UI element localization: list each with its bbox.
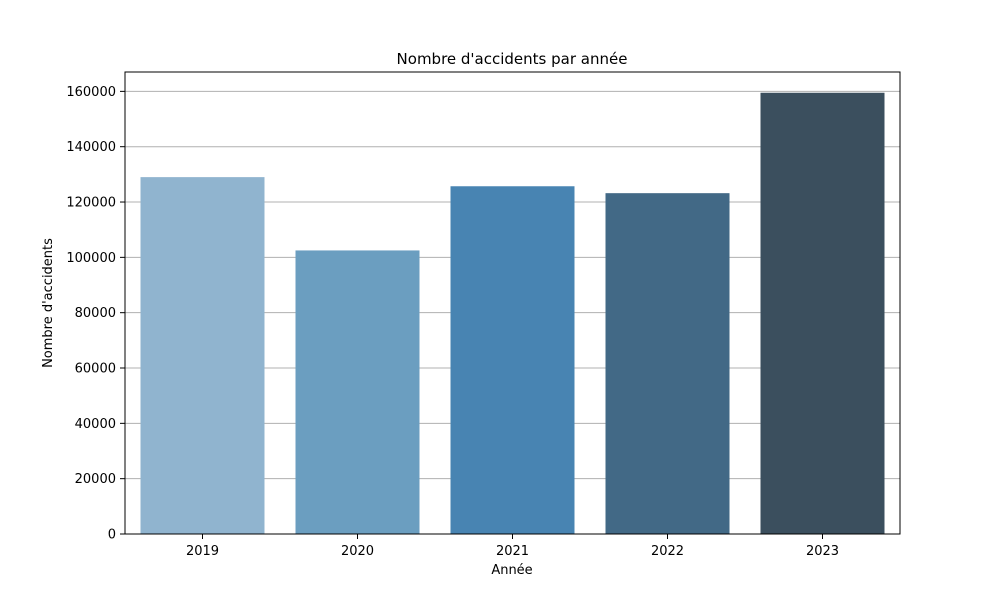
x-axis-label: Année <box>491 563 532 578</box>
y-tick-label: 60000 <box>75 362 116 377</box>
bar-2023 <box>760 92 885 534</box>
y-tick-label: 120000 <box>66 196 116 211</box>
x-tick-label: 2021 <box>496 544 529 559</box>
y-tick-label: 80000 <box>75 306 116 321</box>
x-axis: 2019 2020 2021 2022 2023 <box>186 534 839 559</box>
bar-2021 <box>450 186 575 534</box>
y-tick-label: 20000 <box>75 472 116 487</box>
bar-2022 <box>605 193 730 534</box>
x-tick-label: 2022 <box>651 544 684 559</box>
bar-2019 <box>140 177 265 535</box>
chart-title: Nombre d'accidents par année <box>397 50 628 68</box>
x-tick-label: 2019 <box>186 544 219 559</box>
y-axis: 0 20000 40000 60000 80000 100000 120000 140000 1… <box>66 85 125 543</box>
x-tick-label: 2020 <box>341 544 374 559</box>
bar-2020 <box>295 250 420 534</box>
y-axis-label: Nombre d'accidents <box>41 238 56 368</box>
y-tick-label: 160000 <box>66 85 116 100</box>
y-tick-label: 40000 <box>75 417 116 432</box>
bars <box>140 92 885 535</box>
y-tick-label: 100000 <box>66 251 116 266</box>
y-tick-label: 0 <box>108 528 116 543</box>
y-tick-label: 140000 <box>66 140 116 155</box>
x-tick-label: 2023 <box>806 544 839 559</box>
